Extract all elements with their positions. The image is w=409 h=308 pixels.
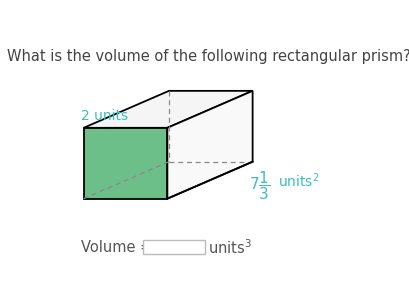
- FancyBboxPatch shape: [143, 240, 204, 254]
- Text: $7\dfrac{1}{3}$: $7\dfrac{1}{3}$: [249, 169, 270, 202]
- Text: Volume =: Volume =: [81, 240, 157, 255]
- Text: What is the volume of the following rectangular prism?: What is the volume of the following rect…: [7, 48, 409, 63]
- Text: 2 units: 2 units: [81, 109, 128, 123]
- Polygon shape: [167, 91, 253, 199]
- Text: units$^3$: units$^3$: [209, 238, 252, 257]
- Text: units$^2$: units$^2$: [278, 172, 320, 190]
- Polygon shape: [84, 91, 253, 128]
- Polygon shape: [84, 128, 167, 199]
